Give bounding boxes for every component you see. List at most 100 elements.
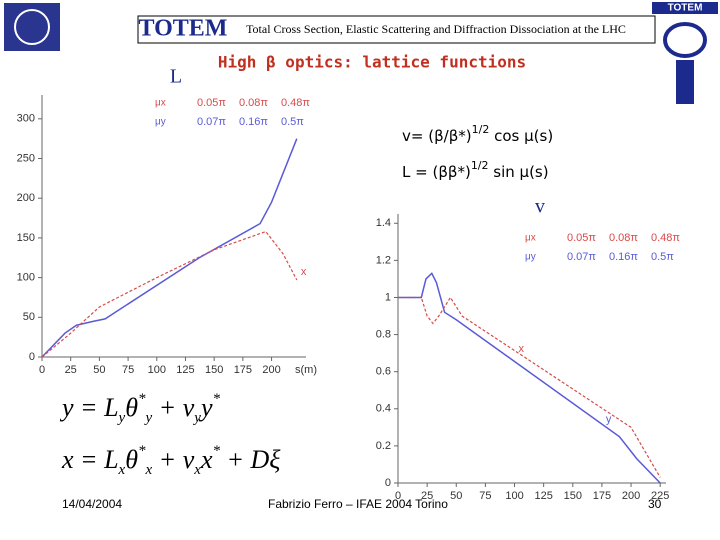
equation: x = Lxθ*x + νxx* + Dξ [61, 443, 281, 478]
equation: y = Lyθ*y + νyy* [59, 391, 220, 426]
slide-subtitle: High β optics: lattice functions [218, 53, 526, 72]
phase-cell: 0.48π [281, 97, 310, 109]
x-tick-label: 25 [421, 490, 433, 502]
x-tick-label: 100 [505, 490, 523, 502]
chart-v-panel [365, 196, 690, 520]
series-line [41, 138, 298, 358]
curve-label: x [519, 343, 525, 355]
formula-part: cos μ(s) [489, 127, 553, 145]
y-tick-label: 0.6 [376, 366, 391, 378]
equation-part: y [117, 410, 126, 426]
formula-sup: 1/2 [471, 159, 489, 172]
header-title: Total Cross Section, Elastic Scattering … [246, 22, 626, 36]
x-tick-label: 175 [593, 490, 611, 502]
y-tick-label: 0 [385, 477, 391, 489]
footer-page: 30 [648, 497, 662, 511]
right-logo-stem [676, 60, 694, 104]
x-tick-label: 50 [450, 490, 462, 502]
equation-part: + ν [152, 445, 195, 474]
equation-part: * [138, 443, 146, 459]
formula: v= (β/β*)1/2 cos μ(s) [402, 123, 553, 145]
equation-part: + ν [152, 393, 195, 422]
right-logo-text: TOTEM [668, 3, 703, 14]
formulas: v= (β/β*)1/2 cos μ(s)L = (ββ*)1/2 sin μ(… [402, 123, 553, 181]
chart-title: L [170, 66, 182, 88]
equations: y = Lyθ*y + νyy*x = Lxθ*x + νxx* + Dξ [59, 391, 281, 478]
equation-part: y [198, 393, 213, 422]
chart-title: v [535, 196, 545, 218]
phase-cell: 0.48π [651, 232, 680, 244]
formula-part: v= (β/β*) [402, 127, 472, 145]
y-tick-label: 100 [17, 272, 35, 284]
footer-date: 14/04/2004 [62, 497, 122, 511]
equation-part: y [192, 410, 201, 426]
chart-v: 0 0.2 0.4 0.6 0.8 1 1.2 1.4 0 25 50 75 100 125 150 175 2… [376, 214, 680, 502]
y-tick-label: 0.4 [376, 403, 391, 415]
phase-cell: 0.16π [609, 251, 638, 263]
x-axis-label: s(m) [295, 364, 317, 376]
equation-part: * [138, 391, 146, 407]
formula-part: sin μ(s) [489, 163, 549, 181]
x-tick-label: 25 [65, 364, 77, 376]
x-tick-label: 0 [39, 364, 45, 376]
equation-part: y [144, 410, 153, 426]
header-logo: TOTEM [139, 16, 228, 42]
formula-part: L = (ββ*) [402, 163, 471, 181]
equation-part: y = L [59, 393, 119, 422]
y-tick-label: 50 [23, 311, 35, 323]
y-tick-label: 1 [385, 291, 391, 303]
phase-row-label: μx [155, 98, 166, 109]
formula: L = (ββ*)1/2 sin μ(s) [402, 159, 549, 181]
header-box [137, 15, 656, 44]
x-tick-label: 100 [148, 364, 166, 376]
chart-l: 0 50 100 150 200 250 300 0 25 50 75 100 125 150 175 200… [17, 95, 317, 376]
x-tick-label: 125 [176, 364, 194, 376]
x-tick-label: 175 [234, 364, 252, 376]
y-tick-label: 250 [17, 152, 35, 164]
curve-label: x [301, 266, 307, 278]
phase-cell: 0.05π [567, 232, 596, 244]
equation-part: x [193, 462, 201, 478]
phase-cell: 0.5π [281, 116, 304, 128]
formula-sup: 1/2 [472, 123, 490, 136]
phase-cell: 0.07π [567, 251, 596, 263]
footer-author: Fabrizio Ferro – IFAE 2004 Torino [268, 497, 448, 511]
y-tick-label: 0.8 [376, 328, 391, 340]
x-tick-label: 75 [479, 490, 491, 502]
equation-part: x [145, 462, 153, 478]
y-tick-label: 150 [17, 232, 35, 244]
y-tick-label: 300 [17, 113, 35, 125]
series-line [398, 272, 661, 484]
phase-row-label: μy [525, 252, 536, 263]
y-tick-label: 0 [29, 351, 35, 363]
right-logo-bar [652, 2, 718, 14]
phase-row-label: μx [525, 233, 536, 244]
y-tick-label: 1.2 [376, 254, 391, 266]
cern-logo-ring [14, 9, 50, 45]
phase-cell: 0.16π [239, 116, 268, 128]
x-tick-label: 125 [534, 490, 552, 502]
equation-part: * [212, 391, 220, 407]
y-tick-label: 0.2 [376, 440, 391, 452]
right-logo-ring [663, 22, 707, 58]
x-tick-label: 75 [122, 364, 134, 376]
x-tick-label: 150 [205, 364, 223, 376]
phase-row-label: μy [155, 117, 166, 128]
equation-part: * [212, 443, 220, 459]
equation-part: x [200, 445, 213, 474]
phase-cell: 0.08π [609, 232, 638, 244]
equation-part: + Dξ [220, 445, 281, 474]
equation-part: x = L [61, 445, 119, 474]
equation-part: θ [125, 393, 138, 422]
y-tick-label: 1.4 [376, 217, 391, 229]
x-tick-label: 200 [622, 490, 640, 502]
y-tick-label: 200 [17, 192, 35, 204]
series-line [398, 296, 661, 478]
x-tick-label: 150 [564, 490, 582, 502]
series-line [41, 230, 298, 358]
x-tick-label: 225 [651, 490, 669, 502]
x-tick-label: 50 [93, 364, 105, 376]
equation-part: x [118, 462, 126, 478]
